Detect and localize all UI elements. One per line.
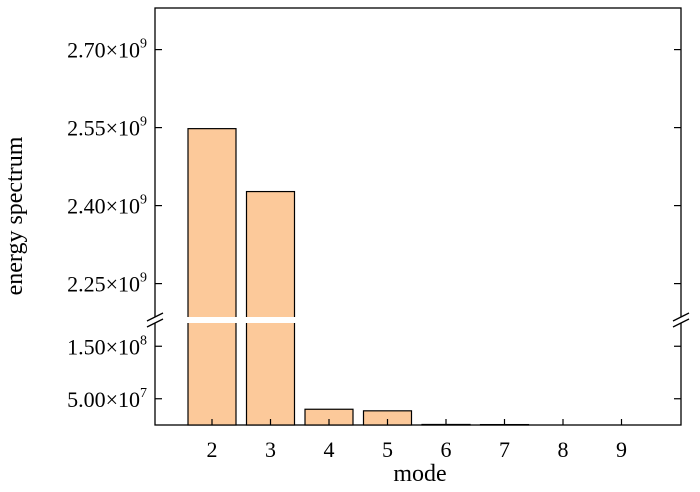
y-axis-title: energy spectrum <box>2 136 28 295</box>
axis-break-gap <box>156 317 680 323</box>
x-tick-label-4: 4 <box>324 437 335 462</box>
axis-break-mark-left-1 <box>146 318 164 328</box>
axis-break-mark-left-0 <box>146 312 164 322</box>
x-tick-label-7: 7 <box>499 437 510 462</box>
y-tick-label-upper-1: 2.40×109 <box>67 193 147 219</box>
y-tick-label-upper-3: 2.70×109 <box>67 37 147 63</box>
bar-mode-2 <box>187 128 237 426</box>
x-tick-label-9: 9 <box>616 437 627 462</box>
axis-break-mark-right-1 <box>672 318 690 328</box>
axis-break-mask-left <box>145 317 165 323</box>
x-tick-label-6: 6 <box>441 437 452 462</box>
y-ticks-group: 5.00×107 1.50×108 2.25×109 2.40×109 2.55×109… <box>67 37 681 412</box>
bars-group <box>156 128 680 426</box>
y-tick-label-lower-0: 5.00×107 <box>67 386 147 412</box>
axis-break-mark-right-0 <box>672 312 690 322</box>
x-ticks-group: 2 3 4 5 6 7 8 9 <box>207 419 627 462</box>
x-tick-label-3: 3 <box>265 437 276 462</box>
x-axis-title: mode <box>393 461 446 487</box>
y-tick-label-lower-1: 1.50×108 <box>67 333 147 359</box>
axis-break-group <box>145 312 691 328</box>
y-tick-label-upper-2: 2.55×109 <box>67 115 147 141</box>
axis-break-mask-right <box>671 317 691 323</box>
bar-mode-3 <box>245 190 296 426</box>
x-tick-label-5: 5 <box>382 437 393 462</box>
y-tick-label-upper-0: 2.25×109 <box>67 271 147 297</box>
plot-border <box>154 7 682 426</box>
x-tick-label-8: 8 <box>558 437 569 462</box>
plot-frame <box>154 7 682 426</box>
x-tick-label-2: 2 <box>207 437 218 462</box>
